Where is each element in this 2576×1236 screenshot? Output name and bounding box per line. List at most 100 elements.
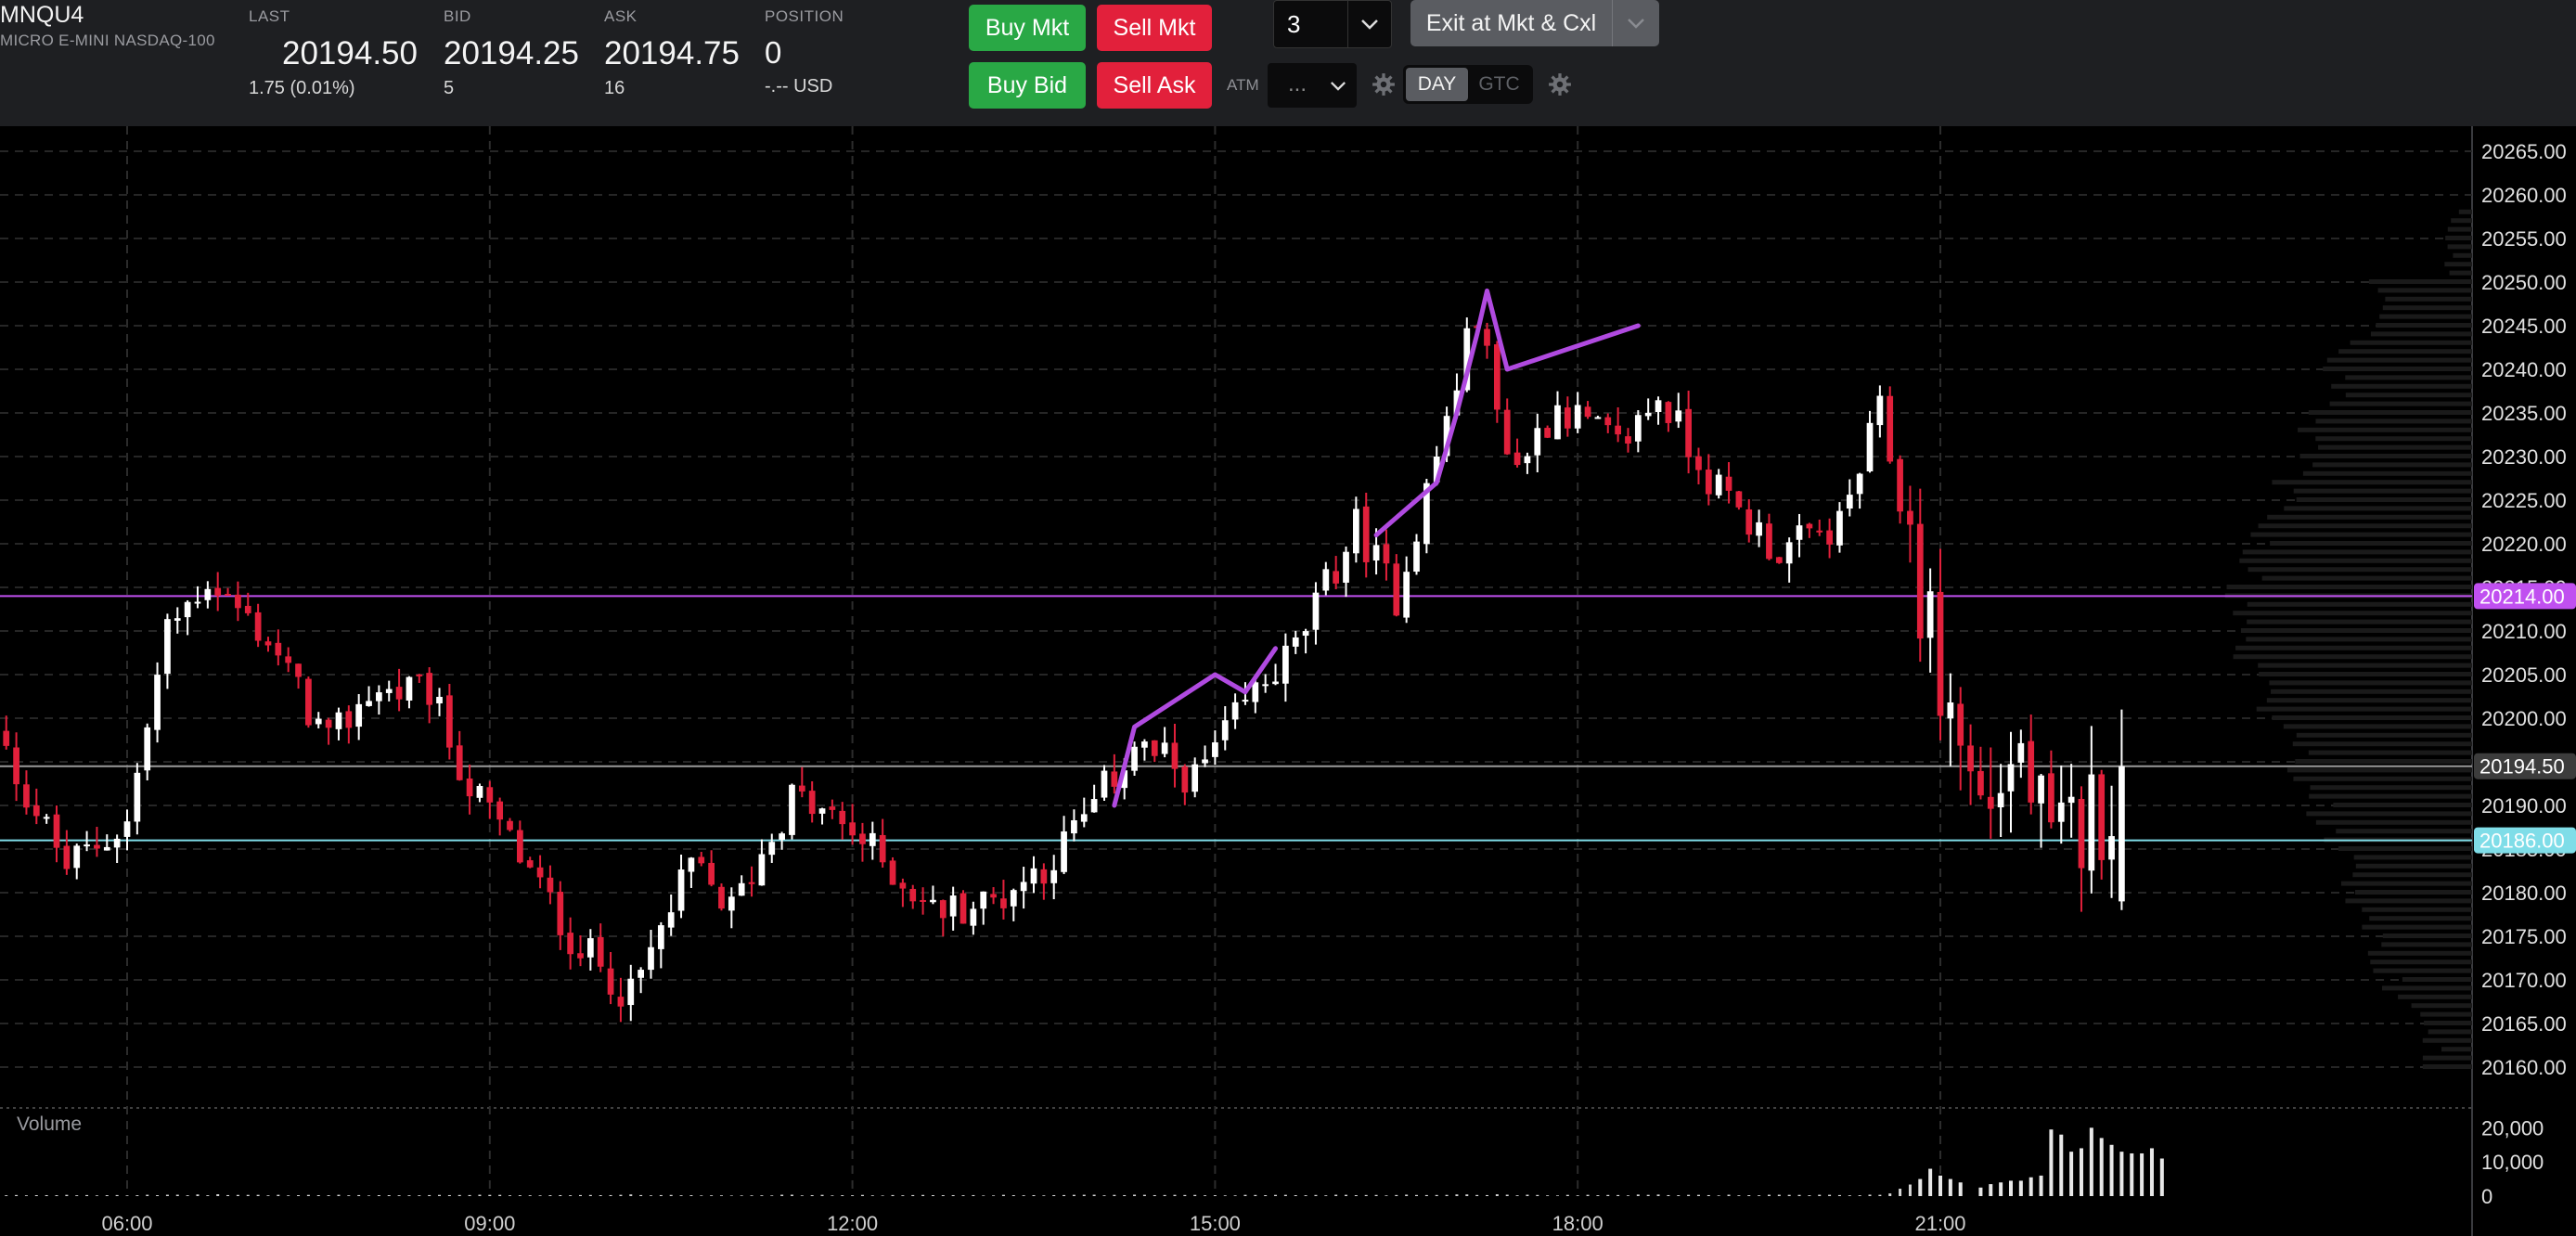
candle-body <box>496 801 504 820</box>
volume-bar <box>357 1194 361 1196</box>
candle <box>214 572 222 612</box>
volume-bar <box>1526 1194 1529 1196</box>
candle <box>1040 863 1048 900</box>
volume-bar <box>1334 1194 1338 1196</box>
candle <box>1926 568 1934 673</box>
candle-body <box>2007 764 2015 792</box>
volume-bar <box>1445 1194 1449 1196</box>
volume-bar <box>1213 1195 1217 1196</box>
candle-body <box>708 862 715 885</box>
price-tick-label: 20210.00 <box>2481 620 2567 643</box>
chevron-down-icon[interactable] <box>1347 1 1391 47</box>
candle-body <box>1101 770 1108 798</box>
buy-market-button[interactable]: Buy Mkt <box>969 5 1086 51</box>
candle-body <box>1625 436 1631 444</box>
last-label: LAST <box>249 7 290 25</box>
volume-bar <box>1747 1195 1751 1196</box>
exit-at-market-button[interactable]: Exit at Mkt & Cxl <box>1410 0 1659 46</box>
atm-strategy-select[interactable]: ... <box>1268 63 1357 108</box>
candle <box>113 834 121 863</box>
candle-body <box>1967 745 1974 772</box>
tif-gtc-option[interactable]: GTC <box>1478 73 1520 95</box>
price-tick-label: 20200.00 <box>2481 707 2567 730</box>
volume-bar <box>1616 1194 1620 1196</box>
candle-body <box>275 642 282 656</box>
candle <box>1584 401 1591 419</box>
candle <box>1785 537 1793 583</box>
instrument-symbol[interactable]: MNQU4 <box>0 2 84 28</box>
volume-profile-bar <box>2381 942 2472 947</box>
candle-body <box>244 605 251 613</box>
candle-body <box>1050 869 1058 883</box>
volume-bar <box>679 1195 683 1196</box>
candle-body <box>1242 700 1249 702</box>
volume-bar <box>1999 1182 2003 1196</box>
volume-bar <box>1687 1194 1691 1196</box>
volume-profile-bar <box>2272 715 2472 720</box>
candle <box>436 688 443 716</box>
volume-profile-bar <box>2315 418 2472 424</box>
volume-bar <box>1858 1195 1861 1196</box>
atm-strategy-value[interactable]: ... <box>1288 71 1307 97</box>
volume-profile-bar <box>2382 933 2472 938</box>
quantity-value[interactable]: 3 <box>1287 10 1301 38</box>
sell-ask-button[interactable]: Sell Ask <box>1097 62 1212 109</box>
buy-bid-button[interactable]: Buy Bid <box>969 62 1086 109</box>
ask-label: ASK <box>604 7 638 25</box>
candle <box>547 865 554 905</box>
volume-bar <box>306 1194 310 1196</box>
volume-bar <box>629 1194 633 1196</box>
candle <box>1977 746 1984 800</box>
candle <box>2048 750 2054 829</box>
atm-settings-gear-icon[interactable] <box>1368 69 1399 100</box>
candle <box>990 887 997 905</box>
volume-profile-bar <box>2250 532 2472 537</box>
candle-body <box>1826 530 1833 545</box>
quantity-selector[interactable]: 3 <box>1273 0 1392 48</box>
candle-body <box>1675 410 1682 422</box>
candle <box>2007 731 2015 833</box>
candle <box>1625 428 1631 453</box>
position-value: 0 <box>765 35 782 70</box>
time-in-force-toggle[interactable]: DAY GTC <box>1403 65 1533 104</box>
volume-profile-bar <box>2458 209 2472 214</box>
candle-body <box>376 692 382 702</box>
candle-body <box>536 867 544 878</box>
volume-bar <box>1233 1195 1237 1196</box>
candle <box>586 929 594 971</box>
candle-body <box>1493 344 1501 410</box>
candle-body <box>557 892 564 935</box>
exit-at-market-label[interactable]: Exit at Mkt & Cxl <box>1425 10 1597 36</box>
chevron-down-icon[interactable] <box>1612 0 1659 46</box>
order-settings-gear-icon[interactable] <box>1544 69 1576 100</box>
volume-bar <box>75 1195 79 1196</box>
price-chart[interactable]: 06:00 09:00 12:00 15:00 18:00 21:00 20160.00 20… <box>0 126 2576 1236</box>
chevron-down-icon[interactable] <box>1320 63 1357 108</box>
candle <box>638 967 644 994</box>
candle-body <box>2028 740 2035 803</box>
trend-drawings[interactable] <box>1112 288 1641 808</box>
candle <box>597 923 604 972</box>
candle <box>366 686 372 707</box>
tif-day-option[interactable]: DAY <box>1406 68 1468 101</box>
candle <box>557 881 564 950</box>
price-level-lines[interactable] <box>0 595 2472 842</box>
volume-bar <box>579 1194 582 1196</box>
price-tick-label: 20165.00 <box>2481 1012 2567 1036</box>
volume-bar <box>1978 1187 1983 1196</box>
volume-bar <box>931 1195 934 1196</box>
candle-body <box>1221 720 1229 740</box>
candle-body <box>829 806 836 810</box>
candle-body <box>1665 402 1672 423</box>
candle-body <box>1756 521 1762 536</box>
volume-bar <box>2140 1152 2145 1196</box>
volume-bar <box>1565 1194 1569 1196</box>
volume-profile-bar <box>2293 776 2472 781</box>
volume-profile-bar <box>2298 427 2472 432</box>
sell-market-button[interactable]: Sell Mkt <box>1097 5 1212 51</box>
volume-bar <box>639 1194 643 1196</box>
candle-body <box>1574 405 1581 429</box>
volume-bar <box>1989 1184 1993 1196</box>
candle-body <box>134 772 141 822</box>
volume-bar <box>2089 1127 2093 1196</box>
